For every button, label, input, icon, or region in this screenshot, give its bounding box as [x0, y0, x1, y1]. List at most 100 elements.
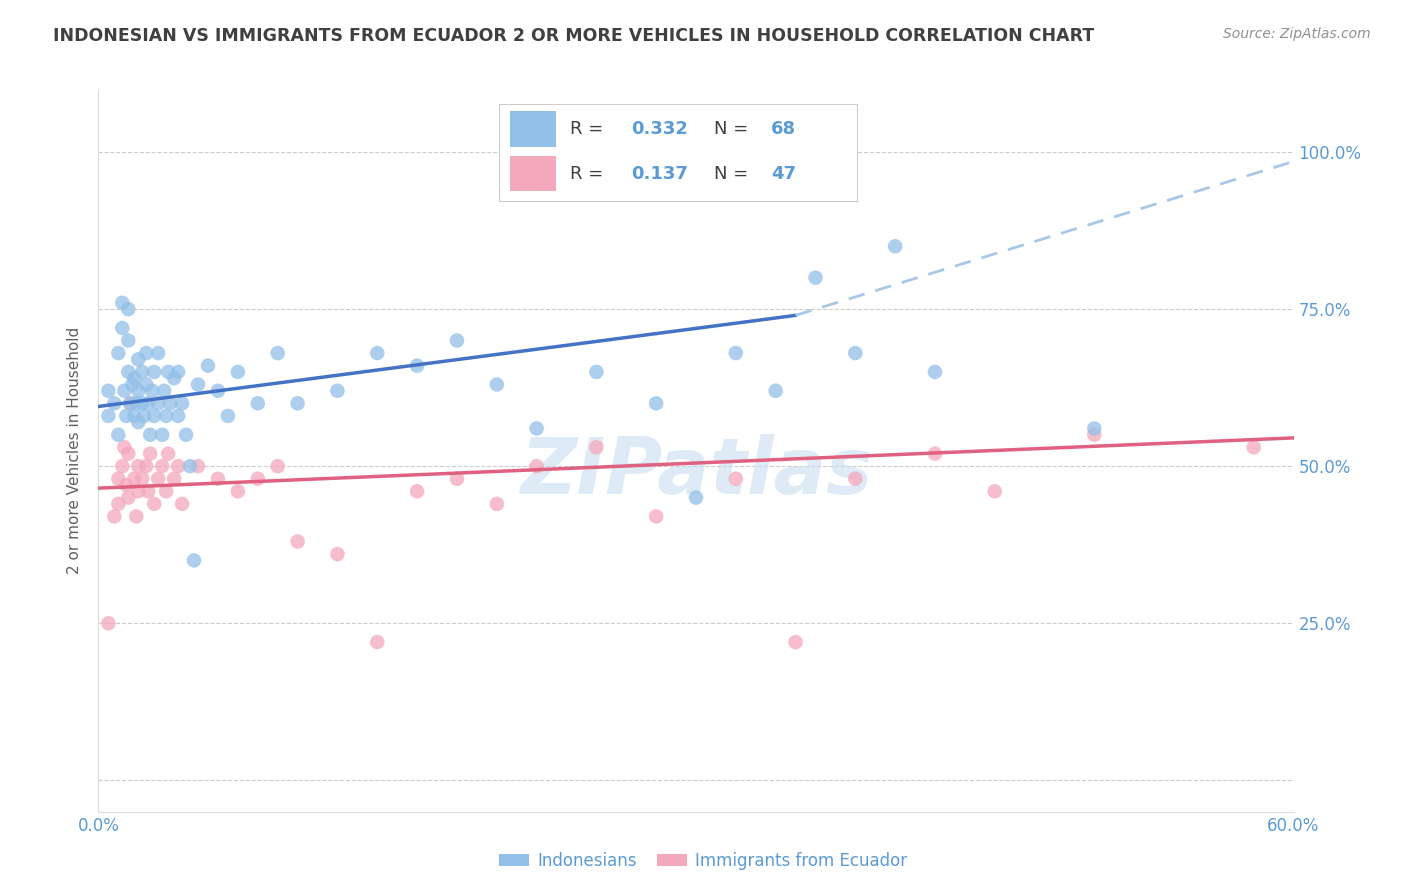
- Point: [785, 635, 807, 649]
- Point: [124, 472, 146, 486]
- Point: [267, 459, 290, 474]
- Point: [107, 472, 129, 486]
- Point: [107, 346, 129, 360]
- Point: [155, 409, 177, 423]
- Point: [127, 459, 149, 474]
- Y-axis label: 2 or more Vehicles in Household: 2 or more Vehicles in Household: [67, 326, 83, 574]
- Point: [366, 346, 388, 360]
- Point: [645, 396, 668, 410]
- Point: [124, 409, 146, 423]
- Point: [326, 384, 349, 398]
- Point: [141, 384, 163, 398]
- Text: ZIPatlas: ZIPatlas: [520, 434, 872, 510]
- Point: [111, 459, 134, 474]
- Point: [143, 497, 166, 511]
- Point: [127, 415, 149, 429]
- Point: [984, 484, 1007, 499]
- Point: [143, 365, 166, 379]
- Point: [159, 396, 181, 410]
- Point: [844, 346, 866, 360]
- Point: [287, 534, 309, 549]
- Point: [148, 346, 170, 360]
- Point: [724, 346, 747, 360]
- Point: [97, 384, 120, 398]
- Point: [153, 384, 176, 398]
- Point: [148, 396, 170, 410]
- Point: [197, 359, 219, 373]
- Point: [924, 447, 946, 461]
- Point: [117, 302, 139, 317]
- Point: [150, 459, 173, 474]
- Point: [157, 447, 180, 461]
- Point: [526, 421, 548, 435]
- Point: [135, 346, 157, 360]
- Point: [150, 427, 173, 442]
- Point: [167, 365, 190, 379]
- Point: [135, 377, 157, 392]
- Point: [107, 427, 129, 442]
- Point: [117, 365, 139, 379]
- Point: [111, 295, 134, 310]
- Point: [226, 365, 249, 379]
- Point: [107, 497, 129, 511]
- Point: [97, 409, 120, 423]
- Point: [246, 472, 269, 486]
- Point: [645, 509, 668, 524]
- Point: [804, 270, 827, 285]
- Point: [217, 409, 239, 423]
- Point: [287, 396, 309, 410]
- Point: [120, 396, 142, 410]
- Point: [136, 484, 159, 499]
- Point: [446, 334, 468, 348]
- Point: [765, 384, 787, 398]
- Point: [1083, 427, 1105, 442]
- Point: [155, 484, 177, 499]
- Point: [125, 509, 148, 524]
- Point: [127, 352, 149, 367]
- Point: [526, 459, 548, 474]
- Point: [226, 484, 249, 499]
- Point: [446, 472, 468, 486]
- Point: [127, 484, 149, 499]
- Legend: Indonesians, Immigrants from Ecuador: Indonesians, Immigrants from Ecuador: [492, 846, 914, 877]
- Point: [143, 409, 166, 423]
- Point: [844, 472, 866, 486]
- Point: [135, 459, 157, 474]
- Point: [115, 409, 138, 423]
- Point: [131, 472, 153, 486]
- Point: [187, 459, 209, 474]
- Point: [187, 377, 209, 392]
- Point: [117, 334, 139, 348]
- Point: [111, 321, 134, 335]
- Point: [1243, 440, 1265, 454]
- Point: [163, 472, 186, 486]
- Point: [112, 440, 135, 454]
- Point: [112, 384, 135, 398]
- Point: [121, 377, 143, 392]
- Point: [103, 509, 125, 524]
- Point: [125, 396, 148, 410]
- Point: [97, 616, 120, 631]
- Point: [103, 396, 125, 410]
- Point: [117, 447, 139, 461]
- Point: [157, 365, 180, 379]
- Point: [485, 377, 508, 392]
- Point: [134, 409, 156, 423]
- Point: [406, 359, 429, 373]
- Point: [139, 447, 162, 461]
- Point: [207, 384, 229, 398]
- Point: [172, 497, 194, 511]
- Point: [485, 497, 508, 511]
- Text: INDONESIAN VS IMMIGRANTS FROM ECUADOR 2 OR MORE VEHICLES IN HOUSEHOLD CORRELATIO: INDONESIAN VS IMMIGRANTS FROM ECUADOR 2 …: [53, 27, 1095, 45]
- Point: [685, 491, 707, 505]
- Point: [884, 239, 907, 253]
- Point: [183, 553, 205, 567]
- Point: [139, 427, 162, 442]
- Point: [924, 365, 946, 379]
- Point: [148, 472, 170, 486]
- Text: Source: ZipAtlas.com: Source: ZipAtlas.com: [1223, 27, 1371, 41]
- Point: [585, 440, 607, 454]
- Point: [406, 484, 429, 499]
- Point: [179, 459, 201, 474]
- Point: [167, 459, 190, 474]
